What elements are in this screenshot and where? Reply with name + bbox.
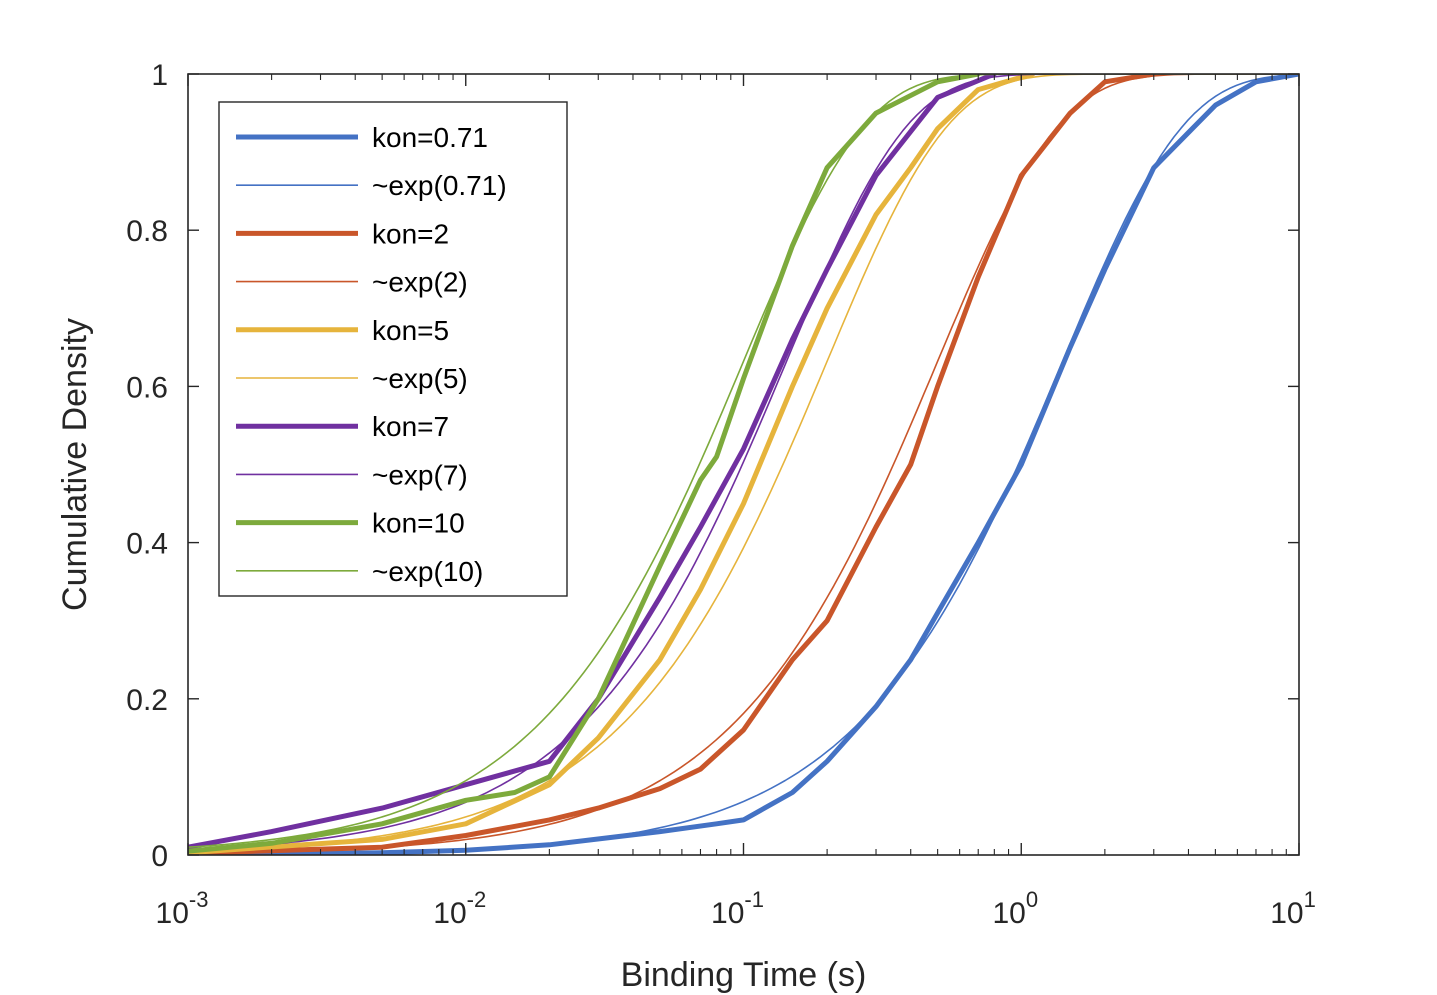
legend-box xyxy=(218,101,568,597)
series-layer xyxy=(188,74,1299,855)
legend-label: kon=5 xyxy=(372,315,449,346)
y-axis-title: Cumulative Density xyxy=(56,318,94,611)
series-line-7 xyxy=(188,74,997,850)
series-line-8 xyxy=(188,74,1299,851)
legend-label: ~exp(7) xyxy=(372,459,468,490)
legend-label: ~exp(10) xyxy=(372,556,483,587)
legend-label: ~exp(5) xyxy=(372,363,468,394)
y-tick-label: 0.2 xyxy=(126,684,168,717)
x-tick-label: 101 xyxy=(1270,887,1316,930)
x-tick-label: 10-1 xyxy=(711,887,764,930)
x-tick-label: 10-3 xyxy=(156,887,209,930)
legend-label: ~exp(2) xyxy=(372,267,468,298)
series-line-5 xyxy=(188,74,1036,855)
y-tick-label: 0.4 xyxy=(126,528,168,561)
y-tick-label: 0 xyxy=(151,840,168,873)
y-tick-label: 1 xyxy=(151,59,168,92)
legend-label: kon=10 xyxy=(372,508,465,539)
y-tick-label: 0.6 xyxy=(126,371,168,404)
ticks-layer: 10-3 10-2 10-1 100 101 0 0.2 0.4 0.6 0.8 1 xyxy=(126,59,1316,930)
legend: kon=0.71 ~exp(0.71) kon=2 ~exp(2) kon=5 ~exp(… xyxy=(218,101,568,597)
series-line-4 xyxy=(188,74,1299,855)
legend-label: kon=7 xyxy=(372,411,449,442)
x-tick-label: 100 xyxy=(992,887,1038,930)
x-axis-title: Binding Time (s) xyxy=(621,956,867,994)
legend-label: kon=2 xyxy=(372,218,449,249)
x-tick-label: 10-2 xyxy=(433,887,486,930)
series-line-2 xyxy=(188,74,1299,855)
series-line-10 xyxy=(188,74,1299,848)
series-line-6 xyxy=(188,74,1299,852)
legend-label: kon=0.71 xyxy=(372,122,488,153)
legend-label: ~exp(0.71) xyxy=(372,170,507,201)
y-tick-label: 0.8 xyxy=(126,215,168,248)
